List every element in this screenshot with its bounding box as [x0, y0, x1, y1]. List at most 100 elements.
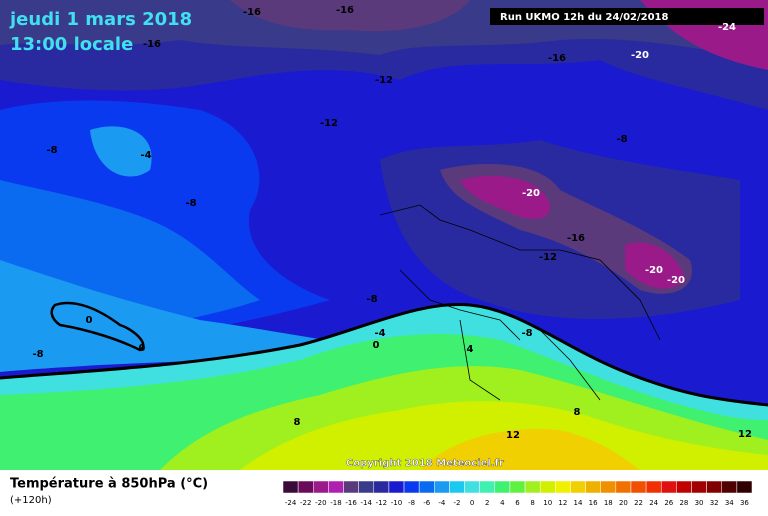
- scale-label: -4: [438, 499, 446, 507]
- scale-label: -10: [391, 499, 402, 507]
- scale-label: 14: [574, 499, 583, 507]
- scale-swatch: [706, 480, 722, 494]
- contour-label: -16: [143, 39, 161, 50]
- scale-label: 20: [619, 499, 628, 507]
- contour-label: -8: [616, 134, 627, 145]
- scale-label: 30: [695, 499, 704, 507]
- contour-label: 0: [373, 340, 380, 351]
- scale-swatch: [676, 480, 692, 494]
- scale-swatch: [282, 480, 299, 494]
- scale-label: -18: [330, 499, 341, 507]
- contour-label: -8: [521, 328, 532, 339]
- scale-label: 10: [543, 499, 552, 507]
- legend-subtitle: (+120h): [10, 495, 52, 506]
- contour-label: 8: [574, 407, 581, 418]
- contour-label: -8: [32, 349, 43, 360]
- scale-swatch: [418, 480, 435, 494]
- scale-swatch: [555, 480, 571, 494]
- scale-swatch: [297, 480, 314, 494]
- contour-label: -20: [645, 265, 663, 276]
- scale-swatch: [736, 480, 753, 494]
- scale-swatch: [645, 480, 662, 494]
- scale-label: -14: [360, 499, 372, 507]
- contour-label: -8: [366, 294, 377, 305]
- scale-swatch: [585, 480, 601, 494]
- date: jeudi 1 mars 2018: [9, 9, 192, 30]
- scale-swatch: [328, 480, 344, 494]
- contour-label: -12: [539, 252, 557, 263]
- map-background: [0, 0, 768, 470]
- run-box: [490, 8, 764, 25]
- scale-swatch: [388, 480, 405, 494]
- scale-label: 28: [679, 499, 688, 507]
- contour-label: -16: [243, 7, 261, 18]
- time: 13:00 locale: [10, 34, 133, 55]
- contour-label: -12: [375, 75, 393, 86]
- scale-label: 22: [634, 499, 643, 507]
- color-scale: -24 -22 -20 -18 -16 -14 -12 -10 -8 -6 -4 -2 0 2 4 6 8 10 1…: [282, 480, 753, 507]
- scale-label: 36: [740, 499, 749, 507]
- scale-swatch: [403, 480, 420, 494]
- scale-label: -24: [285, 499, 297, 507]
- scale-swatch: [630, 480, 647, 494]
- scale-swatch: [494, 480, 511, 494]
- contour-label: 0: [139, 343, 146, 354]
- scale-swatch: [358, 480, 375, 494]
- contour-label: -24: [718, 22, 736, 33]
- scale-swatch: [479, 480, 496, 494]
- scale-swatch: [691, 480, 707, 494]
- contour-label: 8: [294, 417, 301, 428]
- scale-label: 24: [649, 499, 658, 507]
- contour-label: 12: [738, 429, 752, 440]
- contour-label: -4: [140, 150, 151, 161]
- legend-title: Température à 850hPa (°C): [10, 477, 208, 492]
- contour-label: -20: [522, 188, 540, 199]
- scale-label: 0: [470, 499, 474, 507]
- scale-label: 4: [500, 499, 505, 507]
- scale-swatch: [721, 480, 738, 494]
- contour-label: -20: [667, 275, 685, 286]
- scale-swatch: [434, 480, 450, 494]
- scale-label: -20: [315, 499, 326, 507]
- scale-label: -8: [408, 499, 415, 507]
- scale-swatch: [570, 480, 586, 494]
- scale-label: -12: [376, 499, 387, 507]
- scale-label: 18: [604, 499, 613, 507]
- scale-label: 2: [485, 499, 489, 507]
- contour-labels: -16 -16 -16 -24 -20 -16 -12 -12 -8 -8 -4 -8 -20 -16 -1…: [32, 5, 752, 441]
- scale-swatch: [539, 480, 556, 494]
- scale-swatch: [524, 480, 541, 494]
- scale-label: 26: [664, 499, 673, 507]
- scale-swatch: [660, 480, 677, 494]
- contour-label: -20: [631, 50, 649, 61]
- contour-label: -12: [320, 118, 338, 129]
- scale-label: -6: [423, 499, 431, 507]
- contour-label: 0: [86, 315, 93, 326]
- contour-label: -4: [374, 328, 385, 339]
- copyright: Copyright 2018 Meteociel.fr: [346, 458, 504, 469]
- scale-label: 32: [710, 499, 719, 507]
- contour-label: 12: [506, 430, 520, 441]
- scale-swatch: [373, 480, 390, 494]
- scale-swatch: [615, 480, 632, 494]
- contour-label: -8: [46, 145, 57, 156]
- contour-label: -8: [185, 198, 196, 209]
- scale-label: 34: [725, 499, 734, 507]
- scale-swatch: [343, 480, 359, 494]
- contour-label: -16: [567, 233, 585, 244]
- run-info: Run UKMO 12h du 24/02/2018: [500, 12, 669, 23]
- scale-label: 8: [530, 499, 534, 507]
- scale-label: 6: [515, 499, 520, 507]
- scale-label: -22: [300, 499, 311, 507]
- scale-swatch: [464, 480, 480, 494]
- scale-label: 12: [558, 499, 567, 507]
- scale-label: -2: [453, 499, 460, 507]
- scale-swatch: [509, 480, 526, 494]
- scale-swatch: [313, 480, 329, 494]
- contour-label: 4: [467, 344, 474, 355]
- contour-label: -16: [548, 53, 566, 64]
- scale-swatch: [449, 480, 465, 494]
- scale-label: 16: [589, 499, 598, 507]
- scale-swatch: [600, 480, 617, 494]
